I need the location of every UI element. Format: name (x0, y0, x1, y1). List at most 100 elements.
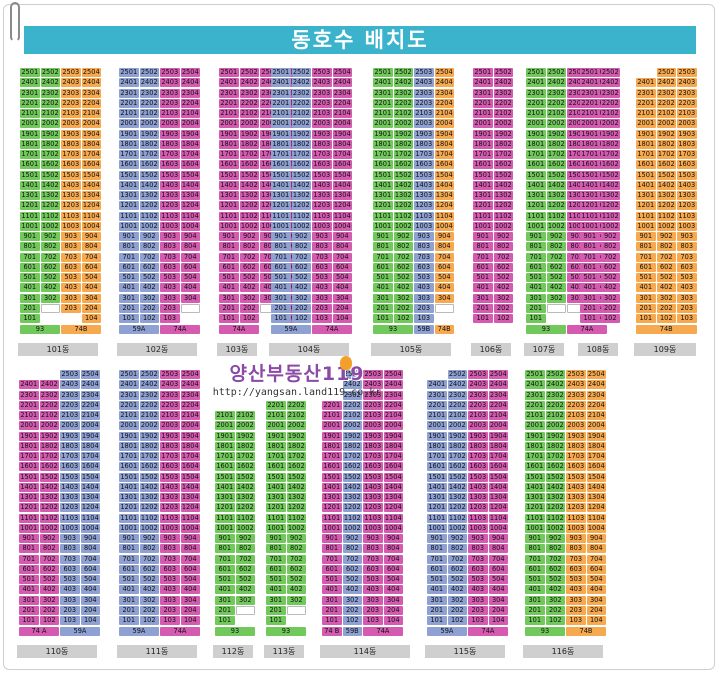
unit-cell: 501 (525, 575, 545, 584)
unit-cell: 502 (545, 575, 565, 584)
unit-cell: 2304 (180, 390, 200, 400)
unit-cell: 1503 (414, 170, 434, 180)
unit-cell: 103 (160, 314, 180, 323)
unit-cell: 601 (473, 262, 493, 272)
unit-cell: 2501 (526, 68, 546, 77)
unit-cell: 1601 (219, 160, 239, 170)
unit-cell: 2203 (160, 98, 180, 108)
unit-cell: 1001 (219, 221, 239, 231)
unit-cell: 503 (567, 273, 587, 282)
unit-cell: 1002 (291, 221, 311, 231)
unit-cell: 801 (19, 544, 39, 554)
unit-cell: 2104 (332, 109, 352, 118)
unit-cell: 1504 (434, 170, 454, 180)
unit-cell: 2401 (219, 78, 239, 88)
unit-cell: 1802 (235, 441, 255, 451)
unit-cell: 201 (322, 605, 342, 615)
unit-cell: 1002 (40, 221, 60, 231)
unit-cell: 2503 (260, 68, 280, 77)
unit-cell: 1802 (493, 139, 513, 149)
unit-cell: 804 (332, 242, 352, 252)
unit-cell: 1904 (180, 129, 200, 139)
unit-cell: 702 (545, 554, 565, 564)
unit-cell: 1204 (180, 201, 200, 211)
unit-cell: 1602 (139, 160, 159, 170)
unit-cell: 601 (580, 262, 600, 272)
unit-cell: 1802 (239, 139, 259, 149)
unit-cell: 1003 (160, 221, 180, 231)
unit-cell: 1802 (656, 139, 676, 149)
unit-cell: 1602 (447, 462, 467, 472)
unit-cell: 502 (291, 273, 311, 282)
unit-cell: 1801 (322, 441, 342, 451)
unit-cell: 801 (219, 242, 239, 252)
unit-cell: 1401 (215, 482, 235, 492)
unit-cell: 2503 (468, 370, 488, 379)
unit-cell: 303 (363, 595, 383, 605)
unit-cell: 1902 (447, 431, 467, 441)
unit-cell: 902 (239, 232, 259, 241)
unit-cell: 2504 (383, 370, 403, 379)
unit-cell: 2201 (219, 98, 239, 108)
unit-cell: 1204 (383, 503, 403, 513)
unit-cell: 1901 (119, 431, 139, 441)
unit-cell: 303 (414, 293, 434, 303)
unit-cell: 1801 (271, 139, 291, 149)
unit-cell: 702 (39, 554, 59, 564)
unit-cell: 1504 (180, 472, 200, 482)
unit-cell: 2202 (39, 400, 59, 410)
unit-cell: 503 (363, 575, 383, 584)
unit-cell: 2503 (677, 68, 697, 77)
unit-cell: 1901 (322, 431, 342, 441)
unit-cell: 2001 (526, 119, 546, 129)
unit-cell: 501 (19, 575, 39, 584)
unit-cell: 2204 (180, 400, 200, 410)
unit-cell: 2102 (40, 109, 60, 118)
unit-cell: 1201 (271, 201, 291, 211)
unit-cell: 504 (586, 575, 606, 584)
unit-cell: 2202 (286, 400, 306, 410)
unit-cell: 2502 (656, 68, 676, 77)
unit-cell: 1402 (235, 482, 255, 492)
unit-cell: 2104 (80, 411, 100, 420)
unit-type-label: 74B (61, 325, 101, 335)
unit-cell: 102 (291, 314, 311, 323)
unit-cell: 1101 (215, 513, 235, 523)
unit-cell: 1604 (80, 462, 100, 472)
unit-cell: 501 (473, 273, 493, 282)
unit-cell: 903 (414, 232, 434, 241)
unit-cell: 501 (526, 273, 546, 282)
unit-type-label: 74 B (322, 627, 342, 637)
unit-cell: 1804 (332, 139, 352, 149)
unit-cell: 1702 (291, 150, 311, 159)
unit-cell: 103 (414, 314, 434, 323)
unit-cell: 2103 (160, 109, 180, 118)
unit-cell: 1103 (414, 211, 434, 221)
unit-cell: 602 (291, 262, 311, 272)
unit-cell: 1302 (235, 493, 255, 502)
unit-cell: 1702 (447, 452, 467, 461)
unit-cell: 1502 (39, 472, 59, 482)
unit-cell: 603 (414, 262, 434, 272)
unit-cell: 1602 (40, 160, 60, 170)
unit-cell: 201 (119, 605, 139, 615)
unit-type-label: 93 (266, 627, 306, 637)
unit-cell: 901 (525, 534, 545, 543)
unit-cell: 302 (600, 293, 620, 303)
unit-cell: 1701 (580, 150, 600, 159)
unit-cell: 1702 (493, 150, 513, 159)
unit-cell: 2002 (40, 119, 60, 129)
unit-cell: 2003 (677, 119, 697, 129)
unit-cell: 1103 (677, 211, 697, 221)
unit-cell: 1603 (160, 160, 180, 170)
page-title: 동호수 배치도 (291, 28, 429, 52)
unit-cell: 2301 (636, 88, 656, 98)
unit-cell: 1802 (545, 441, 565, 451)
unit-cell: 102 (393, 314, 413, 323)
unit-cell: 102 (600, 314, 620, 323)
unit-cell: 801 (20, 242, 40, 252)
unit-cell: 2103 (468, 411, 488, 420)
unit-cell: 1703 (61, 150, 81, 159)
unit-cell: 2102 (235, 411, 255, 420)
unit-cell: 1102 (40, 211, 60, 221)
